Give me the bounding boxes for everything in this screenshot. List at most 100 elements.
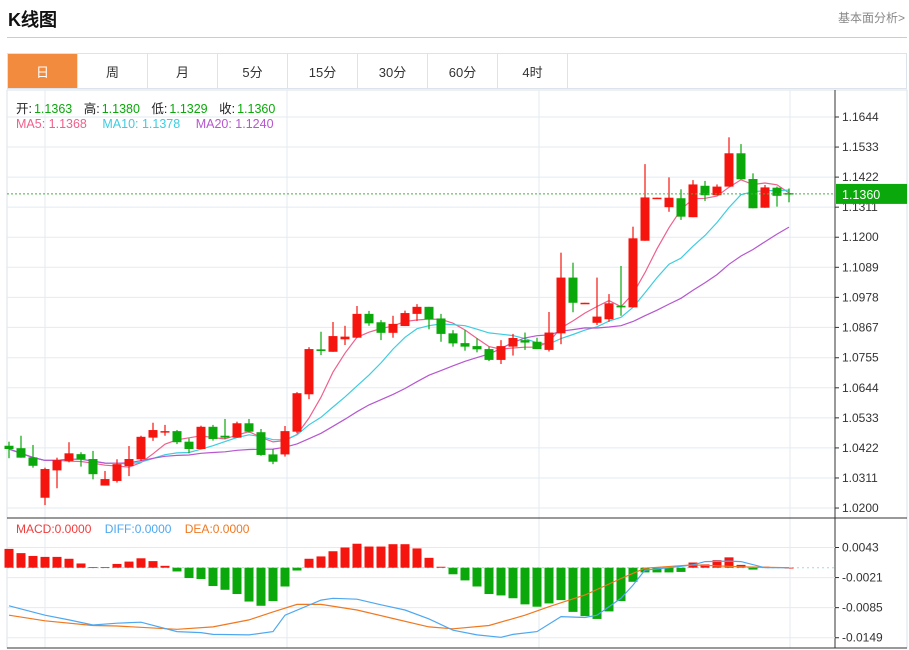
candle-body xyxy=(64,453,74,461)
candle xyxy=(760,184,770,208)
tab-30min[interactable]: 30分 xyxy=(358,54,428,88)
macd-bar xyxy=(40,556,50,568)
y-tick-label: 1.0755 xyxy=(842,351,879,365)
candle xyxy=(4,441,14,459)
candle-body xyxy=(148,430,158,438)
candle-body xyxy=(28,457,38,466)
close-label: 收: xyxy=(219,102,236,116)
candle-body xyxy=(244,423,254,432)
y-tick-label: 1.1422 xyxy=(842,170,879,184)
tab-15min[interactable]: 15分 xyxy=(288,54,358,88)
candle xyxy=(628,226,638,308)
candle xyxy=(460,330,470,351)
candle-body xyxy=(556,277,566,334)
candle xyxy=(256,428,266,456)
candle xyxy=(772,186,782,207)
macd-bar xyxy=(508,567,518,599)
candle xyxy=(508,333,518,356)
current-price-label: 1.1360 xyxy=(842,188,880,202)
macd-bar xyxy=(352,543,362,568)
candle-body xyxy=(52,460,62,471)
macd-bar xyxy=(556,567,566,601)
candle xyxy=(652,197,662,200)
macd-bar xyxy=(712,560,722,568)
macd-bar xyxy=(328,551,338,568)
fundamental-analysis-link[interactable]: 基本面分析> xyxy=(837,11,905,25)
macd-bar xyxy=(292,567,302,571)
ma5-line xyxy=(8,179,790,468)
macd-y-tick-label: -0.0149 xyxy=(842,631,883,645)
macd-bar xyxy=(88,567,98,569)
tab-week[interactable]: 周 xyxy=(78,54,148,88)
tab-60min[interactable]: 60分 xyxy=(428,54,498,88)
candle xyxy=(400,310,410,327)
candle xyxy=(484,346,494,361)
candle xyxy=(196,425,206,450)
open-value: 1.1363 xyxy=(33,102,73,116)
tab-month[interactable]: 月 xyxy=(148,54,218,88)
candle-body xyxy=(292,393,302,432)
macd-bar xyxy=(412,548,422,568)
macd-value: MACD:0.0000 xyxy=(16,522,92,536)
macd-bar xyxy=(676,567,686,572)
macd-bar xyxy=(424,557,434,568)
candle-body xyxy=(568,277,578,303)
y-tick-label: 1.0867 xyxy=(842,320,879,334)
candle-body xyxy=(448,333,458,344)
candle xyxy=(664,177,674,212)
macd-bar xyxy=(28,555,38,568)
candle xyxy=(700,180,710,201)
macd-bar xyxy=(652,567,662,573)
macd-bar xyxy=(436,566,446,568)
candle xyxy=(328,321,338,352)
macd-bar xyxy=(196,567,206,579)
macd-bar xyxy=(484,567,494,595)
candle xyxy=(616,265,626,316)
macd-bar xyxy=(184,567,194,579)
macd-bar xyxy=(616,567,626,602)
tab-5min[interactable]: 5分 xyxy=(218,54,288,88)
candle-body xyxy=(208,426,218,439)
candle xyxy=(172,430,182,445)
candle-body xyxy=(400,313,410,327)
dea-line xyxy=(8,564,790,630)
candle-body xyxy=(736,153,746,180)
candle xyxy=(556,252,566,345)
candle xyxy=(40,467,50,506)
candle-body xyxy=(4,445,14,450)
macd-bar xyxy=(304,558,314,568)
macd-bar xyxy=(748,567,758,570)
candle-body xyxy=(352,313,362,338)
candle-body xyxy=(112,464,122,481)
candle xyxy=(160,424,170,436)
tab-4h[interactable]: 4时 xyxy=(498,54,568,88)
candle-body xyxy=(436,318,446,334)
tab-day[interactable]: 日 xyxy=(8,54,78,88)
macd-bar xyxy=(256,567,266,606)
candle-body xyxy=(232,423,242,438)
macd-bar xyxy=(208,567,218,587)
candle-body xyxy=(424,306,434,320)
candle xyxy=(136,435,146,461)
candle xyxy=(52,457,62,489)
low-label: 低: xyxy=(151,102,168,116)
candle xyxy=(88,450,98,480)
macd-bar xyxy=(268,567,278,602)
current-price-tag xyxy=(836,183,907,204)
candle xyxy=(292,392,302,434)
candle xyxy=(412,304,422,321)
macd-bar xyxy=(244,567,254,602)
candle xyxy=(448,330,458,347)
candle xyxy=(316,331,326,356)
candle xyxy=(280,425,290,457)
ma-info: MA5: 1.1368 MA10: 1.1378 MA20: 1.1240 xyxy=(16,117,276,131)
candle xyxy=(496,340,506,364)
candle xyxy=(112,459,122,483)
y-tick-label: 1.1089 xyxy=(842,260,879,274)
candle-body xyxy=(484,349,494,360)
candle-body xyxy=(376,322,386,333)
macd-bar xyxy=(364,546,374,568)
candle-body xyxy=(388,323,398,333)
candle-body xyxy=(100,479,110,486)
